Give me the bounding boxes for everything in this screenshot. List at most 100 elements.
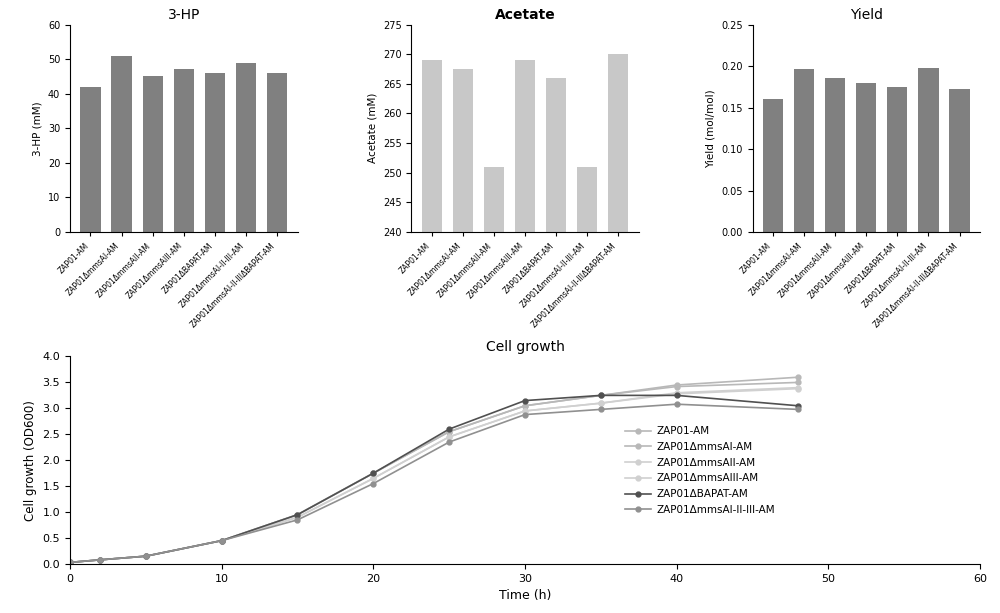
ZAP01ΔmmsAII-AM [291,514,303,521]
ZAP01ΔmmsAI-AM [140,552,152,560]
X-axis label: Time (h): Time (h) [499,589,551,602]
ZAP01ΔmmsAI-AM [291,511,303,519]
ZAP01ΔmmsAI-II-III-AM [94,556,106,563]
Bar [484,167,504,613]
Bar [949,89,970,232]
ZAP01ΔBAPAT-AM [671,392,683,399]
Title: Acetate: Acetate [495,8,555,22]
Bar [236,63,256,232]
Line: ZAP01-AM: ZAP01-AM [68,375,800,565]
ZAP01-AM [291,511,303,519]
ZAP01ΔmmsAII-AM [94,556,106,563]
ZAP01-AM [140,552,152,560]
ZAP01ΔmmsAIII-AM [671,390,683,397]
ZAP01ΔmmsAI-II-III-AM [519,411,531,418]
Bar [918,67,939,232]
ZAP01ΔmmsAII-AM [367,474,379,482]
ZAP01ΔmmsAI-II-III-AM [216,537,228,544]
Y-axis label: Acetate (mM): Acetate (mM) [367,93,377,164]
ZAP01ΔmmsAI-AM [94,556,106,563]
Bar [794,69,814,232]
ZAP01ΔBAPAT-AM [94,556,106,563]
ZAP01ΔmmsAII-AM [671,389,683,397]
ZAP01ΔBAPAT-AM [595,392,607,399]
ZAP01ΔmmsAIII-AM [519,407,531,414]
ZAP01-AM [519,402,531,409]
ZAP01ΔmmsAI-AM [64,558,76,566]
ZAP01ΔmmsAI-II-III-AM [367,480,379,487]
ZAP01ΔBAPAT-AM [216,537,228,544]
Bar [856,83,876,232]
ZAP01ΔmmsAII-AM [216,537,228,544]
Line: ZAP01ΔmmsAII-AM: ZAP01ΔmmsAII-AM [68,385,800,565]
ZAP01ΔmmsAIII-AM [792,385,804,392]
ZAP01ΔmmsAI-AM [519,402,531,409]
ZAP01ΔmmsAIII-AM [291,514,303,521]
ZAP01-AM [216,537,228,544]
ZAP01ΔmmsAI-II-III-AM [595,406,607,413]
ZAP01-AM [94,556,106,563]
ZAP01ΔmmsAIII-AM [595,400,607,407]
ZAP01ΔBAPAT-AM [519,397,531,404]
ZAP01-AM [64,558,76,566]
Bar [577,167,597,613]
ZAP01ΔmmsAI-AM [367,470,379,477]
ZAP01ΔBAPAT-AM [291,511,303,519]
ZAP01-AM [792,373,804,381]
Bar [546,78,566,613]
Bar [111,56,132,232]
ZAP01-AM [443,428,455,435]
Bar [422,60,442,613]
ZAP01ΔBAPAT-AM [443,425,455,433]
Bar [143,77,163,232]
ZAP01ΔmmsAI-II-III-AM [291,516,303,524]
Y-axis label: Cell growth (OD600): Cell growth (OD600) [24,400,37,520]
ZAP01ΔmmsAII-AM [64,558,76,566]
ZAP01ΔBAPAT-AM [367,470,379,477]
Bar [887,87,907,232]
ZAP01ΔmmsAIII-AM [216,537,228,544]
Bar [763,99,783,232]
Bar [174,69,194,232]
ZAP01ΔBAPAT-AM [140,552,152,560]
ZAP01ΔmmsAII-AM [140,552,152,560]
ZAP01ΔmmsAI-AM [792,379,804,386]
ZAP01ΔmmsAI-II-III-AM [792,406,804,413]
Bar [267,73,287,232]
Title: 3-HP: 3-HP [168,8,200,22]
Y-axis label: 3-HP (mM): 3-HP (mM) [32,101,42,156]
Bar [825,78,845,232]
ZAP01-AM [595,392,607,399]
ZAP01ΔmmsAII-AM [519,407,531,414]
Bar [80,87,101,232]
ZAP01ΔBAPAT-AM [792,402,804,409]
ZAP01ΔmmsAII-AM [443,433,455,441]
ZAP01ΔmmsAI-AM [216,537,228,544]
ZAP01-AM [367,470,379,477]
ZAP01ΔmmsAIII-AM [94,556,106,563]
Line: ZAP01ΔBAPAT-AM: ZAP01ΔBAPAT-AM [68,393,800,565]
Bar [205,73,225,232]
ZAP01ΔmmsAIII-AM [140,552,152,560]
ZAP01ΔBAPAT-AM [64,558,76,566]
ZAP01-AM [671,381,683,389]
Legend: ZAP01-AM, ZAP01ΔmmsAI-AM, ZAP01ΔmmsAII-AM, ZAP01ΔmmsAIII-AM, ZAP01ΔBAPAT-AM, ZAP: ZAP01-AM, ZAP01ΔmmsAI-AM, ZAP01ΔmmsAII-A… [621,422,779,519]
ZAP01ΔmmsAI-AM [595,392,607,399]
Title: Cell growth: Cell growth [486,340,564,354]
ZAP01ΔmmsAII-AM [595,400,607,407]
Line: ZAP01ΔmmsAI-II-III-AM: ZAP01ΔmmsAI-II-III-AM [68,402,800,565]
ZAP01ΔmmsAI-AM [671,383,683,390]
Line: ZAP01ΔmmsAIII-AM: ZAP01ΔmmsAIII-AM [68,386,800,565]
Line: ZAP01ΔmmsAI-AM: ZAP01ΔmmsAI-AM [68,380,800,565]
Bar [515,60,535,613]
ZAP01ΔmmsAI-II-III-AM [671,400,683,408]
ZAP01ΔmmsAI-II-III-AM [443,438,455,446]
Bar [608,54,628,613]
ZAP01ΔmmsAII-AM [792,384,804,391]
ZAP01ΔmmsAI-II-III-AM [140,552,152,560]
ZAP01ΔmmsAIII-AM [443,433,455,441]
ZAP01ΔmmsAIII-AM [367,474,379,482]
Bar [453,69,473,613]
ZAP01ΔmmsAI-AM [443,428,455,435]
Y-axis label: Yield (mol/mol): Yield (mol/mol) [706,89,716,167]
